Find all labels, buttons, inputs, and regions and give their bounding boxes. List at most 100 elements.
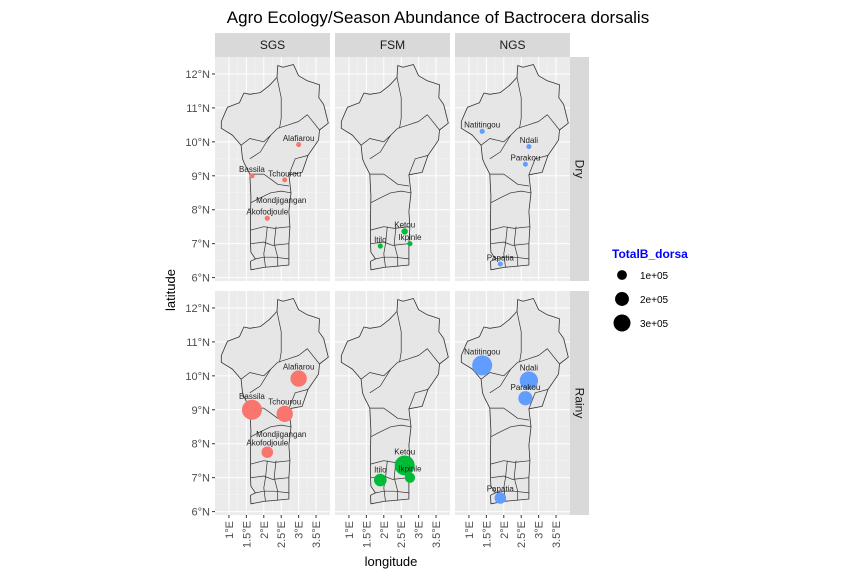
facet-strip-ngs: NGS <box>455 33 570 57</box>
data-point-papatia <box>497 261 503 267</box>
data-point-papatia <box>494 492 507 504</box>
admin-border <box>255 256 289 260</box>
facet-strip-label: FSM <box>380 38 405 52</box>
admin-border <box>489 173 529 187</box>
y-tick-label: 11°N <box>186 103 210 115</box>
admin-border <box>528 155 549 175</box>
admin-border <box>396 311 402 363</box>
data-point-ndali <box>526 144 532 150</box>
admin-border <box>489 348 560 394</box>
chart-title: Agro Ecology/Season Abundance of Bactroc… <box>227 8 649 27</box>
admin-border <box>375 256 409 260</box>
panel-ngs-rainy: Natitingou Ndali Parakou Papatia <box>455 291 570 515</box>
admin-border <box>263 460 268 502</box>
admin-border <box>490 226 530 231</box>
admin-border <box>250 226 290 231</box>
site-label-bassila: Bassila <box>239 165 265 174</box>
admin-border <box>240 368 272 380</box>
site-label-parakou: Parakou <box>510 383 540 392</box>
admin-border <box>273 460 279 501</box>
site-label-alafiarou: Alafiarou <box>283 134 315 143</box>
site-label-parakou: Parakou <box>510 154 540 163</box>
legend-key-circle <box>615 292 629 306</box>
facet-strip-label: NGS <box>499 38 525 52</box>
facet-strip-label: Rainy <box>573 388 587 419</box>
x-tick-label: 2.5°E <box>396 521 408 548</box>
x-tick-label: 2.5°E <box>276 521 288 548</box>
data-point-akofodjoule <box>261 446 274 458</box>
data-point-alafiarou <box>296 142 302 148</box>
site-label-tchourou: Tchourou <box>268 169 301 178</box>
admin-border <box>250 190 292 204</box>
size-legend: TotalB_dorsa 1e+05 2e+05 3e+05 <box>612 247 688 332</box>
y-tick-label: 11°N <box>186 337 210 349</box>
admin-border <box>383 226 388 268</box>
admin-border <box>288 155 309 175</box>
data-point-parakou <box>522 161 528 167</box>
x-tick-label: 1°E <box>344 521 356 539</box>
data-point-itilo <box>377 243 383 249</box>
data-point-ketou <box>401 228 408 235</box>
y-tick-label: 10°N <box>185 371 210 383</box>
data-point-akofodjoule <box>264 215 270 221</box>
site-label-alafiarou: Alafiarou <box>283 362 315 371</box>
x-tick-label: 3°E <box>294 521 306 539</box>
site-label-itilo: Itilo <box>374 235 387 244</box>
y-tick-label: 10°N <box>185 137 210 149</box>
admin-border <box>288 389 309 409</box>
x-axis-title: longitude <box>365 554 418 569</box>
admin-border <box>369 348 440 394</box>
admin-border <box>513 460 519 501</box>
admin-border <box>263 226 268 268</box>
x-tick-label: 2.5°E <box>516 521 528 548</box>
y-axis-title: latitude <box>163 269 178 311</box>
admin-border <box>370 226 410 231</box>
admin-border <box>240 134 272 146</box>
admin-border <box>480 368 512 380</box>
data-point-bassila <box>249 173 255 179</box>
site-label-papatia: Papatia <box>487 254 515 263</box>
y-tick-label: 7°N <box>192 239 211 251</box>
y-tick-label: 9°N <box>192 171 211 183</box>
admin-border <box>503 226 508 268</box>
y-tick-label: 7°N <box>192 473 211 485</box>
site-label-ndali: Ndali <box>520 136 538 145</box>
admin-border <box>489 114 560 160</box>
panel-ngs-dry: Natitingou Ndali Parakou Papatia <box>455 57 570 281</box>
admin-border <box>375 490 409 494</box>
admin-border <box>490 424 532 438</box>
admin-border <box>273 226 279 267</box>
data-point-itilo <box>373 473 387 487</box>
y-tick-label: 12°N <box>185 69 210 81</box>
y-tick-label: 6°N <box>192 273 211 285</box>
y-tick-label: 8°N <box>192 205 211 217</box>
panel-fsm-dry: Ketou Itilo Ikpinle <box>335 57 450 281</box>
data-point-bassila <box>241 399 262 420</box>
data-point-ndali <box>519 371 539 390</box>
x-tick-label: 1.5°E <box>241 521 253 548</box>
site-label-mondjigangan: Mondjigangan <box>256 430 306 439</box>
site-label-tchourou: Tchourou <box>268 398 301 407</box>
y-tick-label: 8°N <box>192 439 211 451</box>
admin-border <box>369 173 409 187</box>
x-tick-label: 3.5°E <box>311 521 323 548</box>
admin-border <box>369 114 440 160</box>
admin-border <box>250 424 292 438</box>
admin-border <box>490 475 529 480</box>
admin-border <box>513 226 519 267</box>
admin-border <box>495 490 529 494</box>
site-label-natitingou: Natitingou <box>464 347 500 356</box>
site-label-itilo: Itilo <box>374 466 387 475</box>
site-label-akofodjoule: Akofodjoule <box>246 208 288 217</box>
data-point-natitingou <box>479 128 485 134</box>
admin-border <box>370 190 412 204</box>
admin-border <box>490 190 532 204</box>
site-label-mondjigangan: Mondjigangan <box>256 196 306 205</box>
data-point-tchourou <box>282 177 288 183</box>
admin-border <box>489 407 529 421</box>
admin-border <box>250 460 290 465</box>
x-tick-label: 1°E <box>464 521 476 539</box>
admin-border <box>276 311 282 363</box>
